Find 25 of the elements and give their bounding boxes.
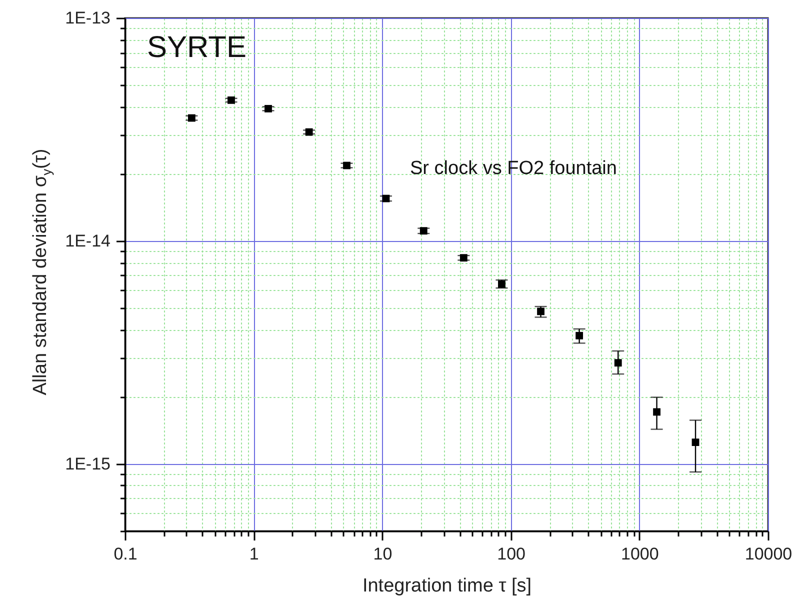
x-tick-label: 10000 [744, 544, 792, 564]
point [692, 438, 700, 446]
x-tick-label: 10 [373, 544, 392, 564]
y-tick-label: 1E-15 [65, 454, 110, 474]
x-axis-title: Integration time τ [s] [362, 576, 532, 596]
x-tick-label: 0.1 [114, 544, 138, 564]
point [188, 114, 196, 122]
point [305, 128, 313, 136]
y-tick-label: 1E-14 [65, 231, 110, 250]
point [420, 227, 428, 235]
point [228, 96, 235, 104]
x-tick-label: 100 [497, 544, 526, 564]
point [460, 254, 468, 262]
point [382, 194, 390, 202]
y-tick-label: 1E-13 [65, 8, 110, 28]
x-tick-label: 1000 [620, 544, 659, 564]
point [614, 359, 622, 367]
x-tick-label: 1 [249, 544, 259, 564]
annotation: SYRTE [147, 31, 246, 64]
point [537, 308, 544, 316]
point [653, 408, 660, 416]
point [343, 162, 350, 170]
point [264, 104, 272, 112]
point [498, 280, 506, 288]
point [576, 332, 584, 340]
